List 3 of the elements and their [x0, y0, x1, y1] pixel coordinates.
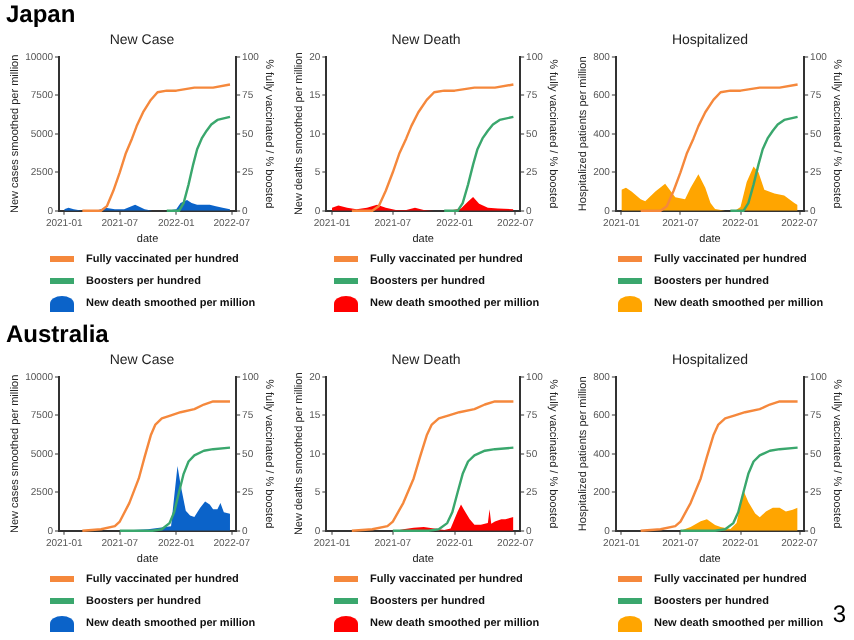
- text: Japan: [6, 0, 76, 28]
- text: Australia: [6, 320, 109, 348]
- text: 3: [832, 600, 846, 628]
